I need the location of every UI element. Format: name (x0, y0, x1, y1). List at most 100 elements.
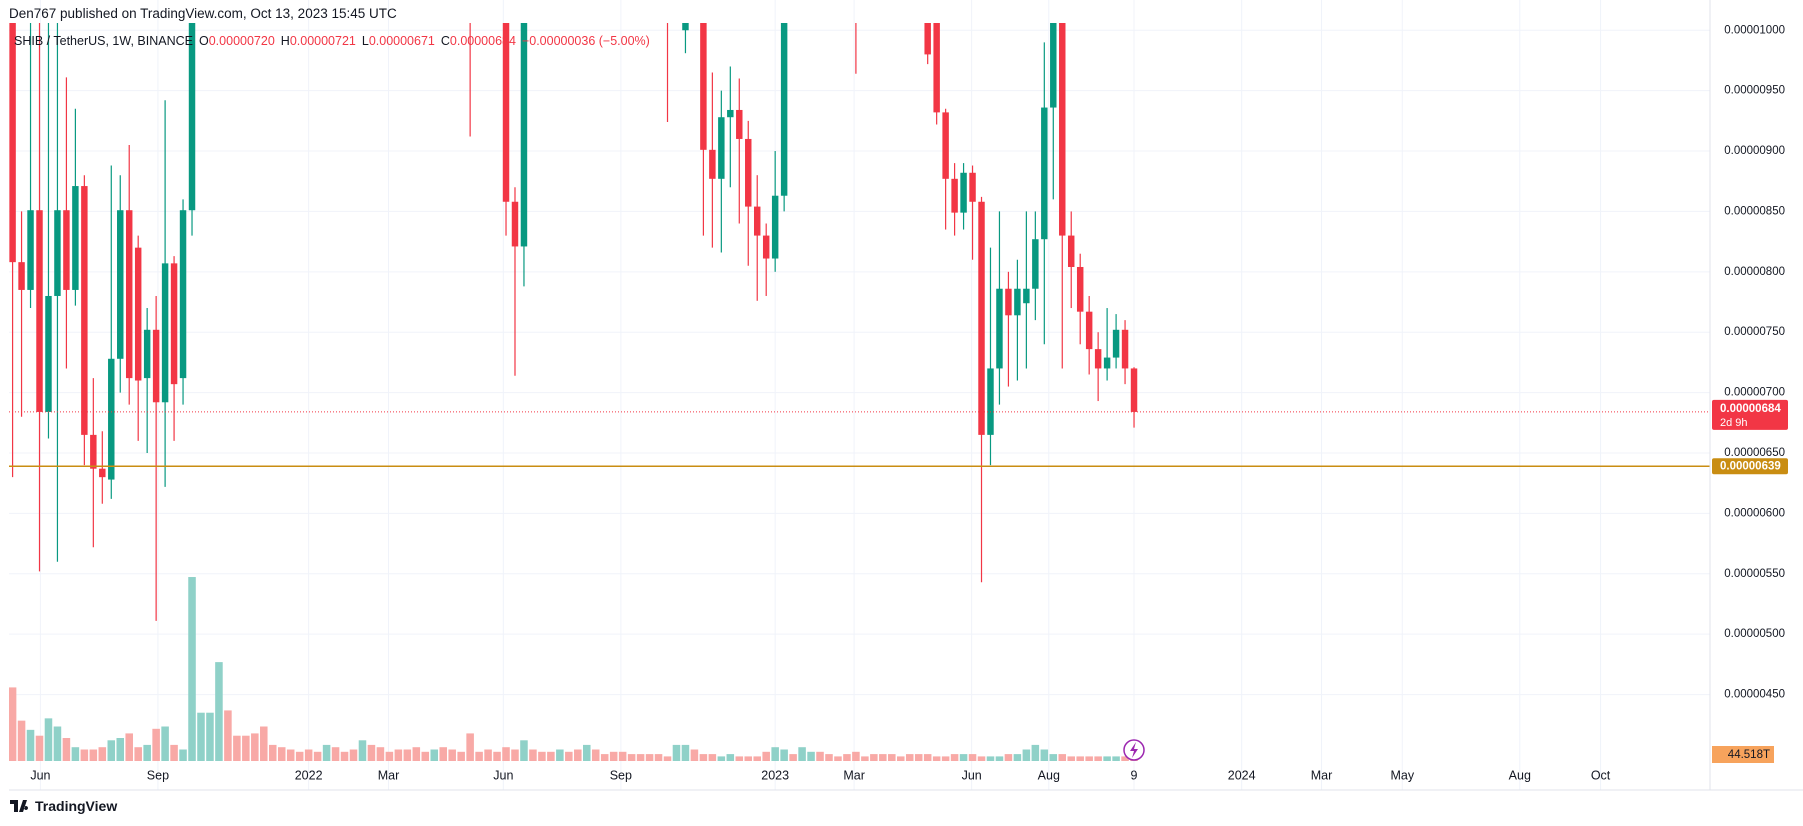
ohlc-value: 0.00000671 (368, 34, 435, 48)
candle-body (152, 329, 160, 403)
volume-bar (699, 754, 708, 761)
volume-bar (888, 754, 896, 761)
candle-body (709, 149, 716, 179)
volume-bar (430, 749, 439, 761)
volume-bar (538, 751, 546, 761)
volume-bar (1049, 754, 1058, 761)
volume-bar (1112, 756, 1120, 761)
volume-bar (529, 749, 537, 761)
volume-bar (771, 747, 779, 761)
ohlc-label: L (361, 34, 369, 48)
volume-bar (385, 751, 394, 761)
volume-bar (744, 756, 753, 761)
candle-body (1014, 288, 1021, 316)
volume-bar (1058, 754, 1067, 761)
candle-body (745, 138, 752, 207)
symbol[interactable]: SHIB / TetherUS, 1W, BINANCE (14, 34, 193, 48)
volume-bar (995, 756, 1004, 761)
volume-bar (161, 726, 169, 761)
x-tick-label: Jun (962, 768, 982, 782)
candle-body (18, 262, 25, 290)
volume-bar (394, 749, 403, 761)
candle-body (978, 201, 985, 435)
volume-bar (708, 754, 717, 761)
candle-body (9, 23, 16, 263)
y-tick-label: 0.00000650 (1724, 447, 1785, 459)
x-tick-label: 9 (1131, 768, 1138, 782)
x-tick-label: Mar (378, 768, 400, 782)
volume-bar (717, 756, 726, 761)
volume-bar (206, 712, 214, 761)
x-tick-label: 2024 (1228, 768, 1256, 782)
candle-body (188, 23, 196, 211)
volume-bar (861, 756, 869, 761)
candle-body (1041, 107, 1048, 240)
candle-body (762, 235, 770, 259)
candle-body (72, 186, 79, 290)
candle-body (753, 206, 761, 236)
volume-bar (188, 577, 196, 761)
candle-body (736, 109, 743, 139)
volume-bar (475, 751, 483, 761)
volume-bar (268, 744, 277, 761)
candle-body (170, 263, 178, 385)
symbol-legend: SHIB / TetherUS, 1W, BINANCE O0.00000720 H… (14, 34, 650, 48)
x-tick-label: Mar (843, 768, 865, 782)
volume-bar (233, 735, 241, 761)
volume-bar (1067, 756, 1075, 761)
x-tick-label: Jun (493, 768, 513, 782)
candle-body (1059, 23, 1066, 236)
footer-logo[interactable]: TradingView (10, 798, 117, 814)
volume-pane (9, 577, 1138, 761)
volume-bar (286, 749, 295, 761)
volume-bar (107, 740, 116, 761)
volume-bar (843, 754, 851, 761)
candle-body (27, 210, 34, 290)
volume-bar (565, 751, 573, 761)
candle-body (1094, 349, 1102, 369)
y-tick-label: 0.00000850 (1724, 205, 1785, 217)
candle-body (987, 368, 994, 435)
volume-bar (852, 751, 860, 761)
candle-body (1050, 23, 1057, 108)
volume-bar (71, 747, 80, 761)
candle-body (520, 23, 528, 247)
volume-bar (834, 756, 842, 761)
y-tick-label: 0.00000550 (1724, 568, 1785, 580)
volume-bar (376, 747, 385, 761)
volume-bar (986, 756, 995, 761)
volume-bar (663, 756, 672, 761)
volume-bar (645, 754, 654, 761)
volume-bar (897, 756, 905, 761)
volume-bar (591, 749, 600, 761)
candle-body (125, 210, 133, 379)
volume-bar (62, 738, 71, 761)
y-tick-label: 0.00000800 (1724, 266, 1785, 278)
volume-bar (152, 728, 160, 761)
volume-bar (277, 747, 286, 761)
volume-bar (448, 749, 456, 761)
candle-body (161, 263, 169, 403)
volume-bar (825, 754, 833, 761)
ohlc-label: H (280, 34, 290, 48)
volume-bar (959, 754, 968, 761)
volume-bar (197, 712, 205, 761)
y-tick-label: 0.00001000 (1724, 24, 1785, 36)
ohlc-label: O (199, 34, 209, 48)
volume-label: 44.518T (1728, 749, 1770, 761)
x-tick-label: 2022 (295, 768, 323, 782)
volume-bar (313, 751, 322, 761)
x-tick-label: Aug (1038, 768, 1060, 782)
candle-body (933, 23, 940, 113)
volume-bar (17, 720, 26, 761)
candle-body (1067, 235, 1075, 267)
volume-bar (493, 751, 501, 761)
candle-body (36, 210, 43, 412)
replay-icon[interactable] (1123, 739, 1145, 761)
axes: Jun Sep 2022 Mar Jun Sep 2023 Mar Jun Aug 9 2024 Mar… (30, 24, 1788, 782)
volume-bar (295, 751, 304, 761)
volume-bar (412, 747, 421, 761)
volume-bar (44, 718, 53, 761)
